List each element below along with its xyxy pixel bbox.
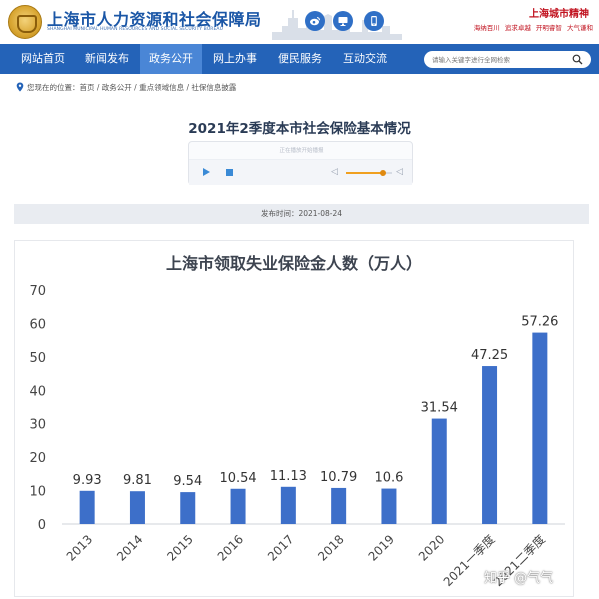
spirit-item: 海纳百川: [473, 24, 500, 32]
volume-down-icon[interactable]: ◁: [331, 167, 338, 177]
site-header: 上海市人力资源和社会保障局 SHANGHAI MUNICIPAL HUMAN R…: [0, 0, 599, 44]
bar: [79, 490, 95, 524]
bar: [431, 418, 447, 524]
data-label: 10.6: [374, 471, 403, 486]
city-spirit-title: 上海城市精神: [529, 9, 589, 20]
data-label: 9.54: [173, 474, 202, 489]
bar: [280, 486, 296, 524]
publish-date: 发布时间：2021-08-24: [14, 204, 589, 224]
bar: [381, 488, 397, 524]
nav-item-interaction[interactable]: 互动交流: [343, 52, 387, 65]
site-title[interactable]: 上海市人力资源和社会保障局: [47, 10, 262, 29]
site-search: [424, 51, 591, 68]
stop-icon[interactable]: [226, 169, 233, 176]
breadcrumb-path[interactable]: 首页 / 政务公开 / 重点领域信息 / 社保信息披露: [79, 83, 237, 92]
data-label: 10.79: [320, 470, 357, 485]
y-tick-label: 0: [38, 518, 46, 533]
data-label: 10.54: [219, 471, 256, 486]
y-tick-label: 20: [29, 451, 46, 466]
location-pin-icon: [16, 82, 24, 92]
spirit-item: 追求卓越: [504, 24, 531, 32]
x-tick-label: 2015: [164, 532, 195, 563]
audio-player: 正在播放开始播报 ◁ ◁: [188, 141, 413, 185]
data-label: 47.25: [471, 348, 508, 363]
bar: [180, 492, 196, 524]
bar: [129, 491, 145, 524]
weibo-icon[interactable]: [305, 11, 325, 31]
y-tick-label: 70: [29, 284, 46, 299]
bar: [532, 332, 548, 524]
nav-item-public-services[interactable]: 便民服务: [278, 52, 322, 65]
x-tick-label: 2018: [315, 532, 346, 563]
breadcrumb-prefix: 您现在的位置：: [27, 83, 80, 92]
spirit-item: 开明睿智: [535, 24, 562, 32]
volume-slider[interactable]: [346, 170, 392, 176]
bar: [230, 488, 246, 524]
x-tick-label: 2013: [64, 532, 95, 563]
nav-item-government-affairs[interactable]: 政务公开: [140, 44, 202, 74]
player-controls: ◁ ◁: [189, 159, 412, 185]
city-skyline-decoration: [272, 10, 402, 40]
breadcrumb: 您现在的位置：首页 / 政务公开 / 重点领域信息 / 社保信息披露: [16, 82, 236, 94]
site-subtitle: SHANGHAI MUNICIPAL HUMAN RESOURCES AND S…: [47, 27, 224, 32]
nav-item-home[interactable]: 网站首页: [21, 52, 65, 65]
y-tick-label: 10: [29, 485, 46, 500]
article-title: 2021年2季度本市社会保险基本情况: [188, 121, 411, 137]
x-tick-label: 2014: [114, 532, 145, 563]
search-input[interactable]: [432, 53, 568, 66]
y-tick-label: 30: [29, 418, 46, 433]
zhihu-watermark: 知乎 @气气: [484, 571, 554, 586]
search-icon[interactable]: [572, 54, 583, 65]
x-tick-label: 2020: [416, 532, 447, 563]
data-label: 57.26: [521, 315, 558, 330]
x-tick-label: 2019: [366, 532, 397, 563]
y-tick-label: 40: [29, 384, 46, 399]
nav-item-online-services[interactable]: 网上办事: [213, 52, 257, 65]
y-tick-label: 50: [29, 351, 46, 366]
chart-title: 上海市领取失业保险金人数（万人）: [165, 254, 422, 273]
chart-panel: [14, 240, 574, 597]
data-label: 9.81: [123, 473, 152, 488]
nav-item-news[interactable]: 新闻发布: [85, 52, 129, 65]
bar: [482, 366, 498, 524]
city-spirit-slogans: 海纳百川 追求卓越 开明睿智 大气谦和: [471, 22, 593, 32]
bar: [331, 487, 347, 524]
x-tick-label: 2016: [215, 532, 246, 563]
player-hint: 正在播放开始播报: [279, 148, 324, 154]
data-label: 11.13: [270, 469, 307, 484]
computer-icon[interactable]: [333, 11, 353, 31]
data-label: 31.54: [421, 401, 458, 416]
y-tick-label: 60: [29, 317, 46, 332]
mobile-icon[interactable]: [364, 11, 384, 31]
bureau-emblem-icon[interactable]: [8, 5, 42, 39]
x-tick-label: 2017: [265, 532, 296, 563]
play-icon[interactable]: [203, 168, 210, 176]
volume-up-icon[interactable]: ◁: [396, 167, 403, 177]
spirit-item: 大气谦和: [567, 24, 593, 32]
data-label: 9.93: [73, 473, 102, 488]
volume-fill: [346, 172, 383, 174]
volume-knob[interactable]: [379, 170, 386, 176]
